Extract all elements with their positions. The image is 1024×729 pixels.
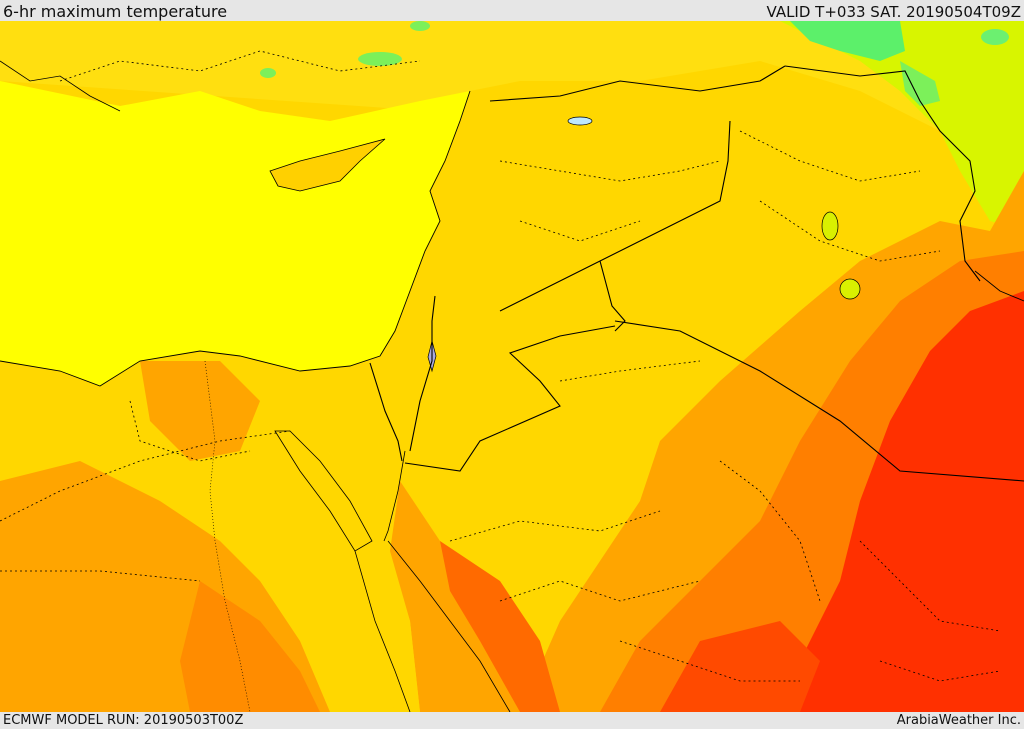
cool-zone-northeast xyxy=(780,21,1024,231)
turkey-band xyxy=(0,21,1024,181)
border-israel-jordan xyxy=(409,295,436,452)
extreme-zone-south xyxy=(660,621,820,712)
border-egypt-israel xyxy=(369,362,403,462)
gulf-of-suez xyxy=(274,430,373,552)
red-sea-east-coast xyxy=(387,540,511,712)
cold-zone-northeast-2 xyxy=(900,61,940,106)
red-sea xyxy=(350,541,420,712)
map-title: 6-hr maximum temperature xyxy=(3,2,228,21)
red-sea-west-coast xyxy=(354,550,411,712)
lake-tharthar xyxy=(821,211,839,241)
very-hot-zone-egypt xyxy=(180,581,320,712)
border-saudi-iraq xyxy=(614,320,1024,482)
cold-spot xyxy=(981,29,1009,45)
very-hot-zone-redsea xyxy=(440,541,560,712)
footer-bar: ECMWF MODEL RUN: 20190503T00Z ArabiaWeat… xyxy=(0,712,1024,729)
header-bar: 6-hr maximum temperature VALID T+033 SAT… xyxy=(0,0,1024,21)
gulf-of-aqaba xyxy=(383,450,406,542)
cold-spot xyxy=(358,52,402,66)
levant-coast xyxy=(0,90,471,387)
hot-zone-egypt-north xyxy=(140,361,260,461)
cold-zone-northeast xyxy=(790,21,905,61)
credit-text: ArabiaWeather Inc. xyxy=(896,713,1021,728)
lake-razazza xyxy=(839,278,861,300)
lake-assad xyxy=(567,116,593,126)
cold-spot xyxy=(260,68,276,78)
cyprus xyxy=(269,138,386,192)
border-syria-iraq xyxy=(499,120,731,312)
border-jordan-iraq xyxy=(599,260,626,332)
border-turkey-syria xyxy=(489,65,786,102)
aegean-coast xyxy=(0,60,121,112)
map-canvas xyxy=(0,21,1024,712)
cold-spot xyxy=(410,21,430,31)
model-run: ECMWF MODEL RUN: 20190503T00Z xyxy=(3,713,244,728)
valid-time: VALID T+033 SAT. 20190504T09Z xyxy=(766,3,1021,21)
extreme-zone-gulf xyxy=(780,291,1024,712)
provincial-borders xyxy=(0,50,1001,682)
border-iraq-iran xyxy=(784,65,981,282)
border-jordan-saudi xyxy=(404,325,616,472)
persian-gulf-coast xyxy=(974,270,1024,302)
temperature-map[interactable] xyxy=(0,21,1024,712)
